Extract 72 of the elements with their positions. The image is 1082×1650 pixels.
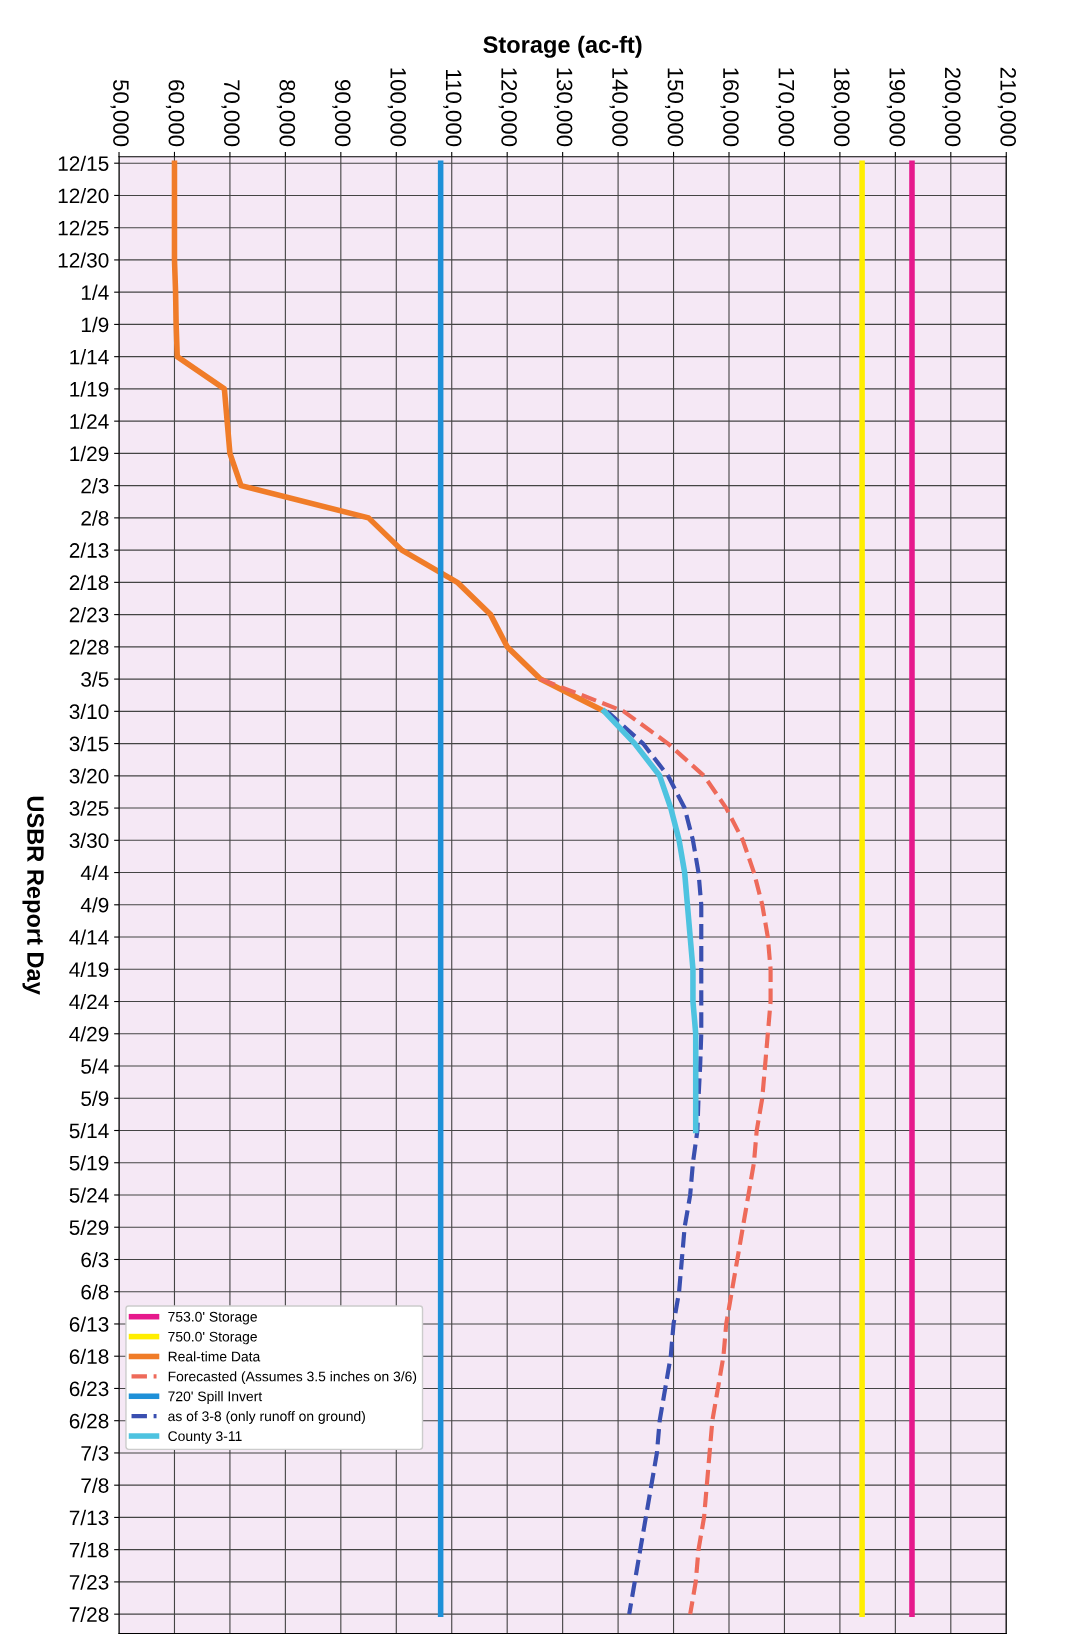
x-tick-label: 130,000 xyxy=(554,68,573,147)
y-tick-label: 1/9 xyxy=(81,316,109,333)
y-tick-label: 2/8 xyxy=(81,510,109,526)
y-tick-label: 7/8 xyxy=(81,1477,109,1493)
y-tick-label: 5/29 xyxy=(69,1219,109,1235)
x-tick-label: 210,000 xyxy=(997,67,1017,147)
y-tick-label: 5/19 xyxy=(69,1155,109,1171)
y-tick-label: 6/23 xyxy=(69,1380,109,1397)
x-tick-label: 80,000 xyxy=(276,80,296,147)
legend-label: Forecasted (Assumes 3.5 inches on 3/6) xyxy=(168,1371,417,1385)
x-tick-label: 110,000 xyxy=(443,70,462,147)
x-tick-label: 90,000 xyxy=(332,80,351,147)
x-tick-label: 50,000 xyxy=(110,79,129,147)
x-tick-label: 200,000 xyxy=(942,67,961,147)
y-tick-label: 3/5 xyxy=(81,671,109,687)
x-tick-label: 170,000 xyxy=(775,68,795,147)
y-tick-label: 12/20 xyxy=(58,187,109,204)
x-tick-label: 60,000 xyxy=(165,80,185,147)
legend-label: 753.0' Storage xyxy=(168,1311,257,1325)
y-tick-label: 6/8 xyxy=(81,1284,109,1300)
y-tick-label: 7/23 xyxy=(69,1574,109,1590)
y-tick-label: 2/13 xyxy=(69,542,109,558)
x-tick-label: 140,000 xyxy=(609,68,628,147)
x-tick-label: 190,000 xyxy=(886,68,906,147)
y-tick-label: 12/30 xyxy=(58,252,109,268)
y-tick-label: 1/24 xyxy=(70,413,109,429)
y-tick-label: 2/3 xyxy=(81,478,109,494)
y-tick-label: 7/13 xyxy=(69,1509,109,1526)
y-tick-label: 5/24 xyxy=(69,1187,109,1203)
y-tick-label: 3/30 xyxy=(69,832,109,849)
x-tick-label: 160,000 xyxy=(720,68,739,147)
y-tick-label: 5/14 xyxy=(69,1122,109,1139)
x-tick-label: 70,000 xyxy=(221,80,240,147)
y-tick-label: 3/20 xyxy=(69,768,109,784)
y-tick-label: 3/25 xyxy=(69,800,109,816)
y-tick-label: 12/25 xyxy=(58,220,109,236)
y-tick-label: 3/15 xyxy=(69,736,109,752)
y-tick-label: 1/19 xyxy=(70,381,109,397)
y-tick-label: 2/23 xyxy=(69,607,109,623)
y-tick-label: 4/4 xyxy=(80,865,109,881)
y-tick-label: 5/9 xyxy=(81,1090,109,1107)
y-tick-label: 6/28 xyxy=(69,1413,109,1429)
y-tick-label: 4/29 xyxy=(69,1026,109,1042)
y-tick-label: 6/18 xyxy=(69,1348,109,1364)
x-tick-label: 100,000 xyxy=(387,68,407,147)
legend-label: as of 3-8 (only runoff on ground) xyxy=(168,1410,365,1424)
y-tick-label: 4/9 xyxy=(80,897,109,913)
y-tick-label: 2/18 xyxy=(69,574,109,591)
legend-label: Real-time Data xyxy=(168,1351,261,1362)
y-axis-title: USBR Report Day xyxy=(22,796,44,995)
x-axis-title: Storage (ac-ft) xyxy=(483,35,642,58)
legend-label: 720' Spill Invert xyxy=(168,1391,263,1405)
y-tick-label: 7/18 xyxy=(69,1542,109,1558)
y-tick-label: 6/13 xyxy=(69,1316,109,1332)
legend-label: County 3-11 xyxy=(168,1431,242,1444)
y-tick-label: 12/15 xyxy=(58,155,109,171)
x-tick-label: 120,000 xyxy=(498,68,517,147)
x-tick-label: 180,000 xyxy=(831,68,850,147)
y-tick-label: 1/29 xyxy=(70,445,109,462)
y-tick-label: 4/14 xyxy=(69,929,109,945)
y-tick-label: 7/28 xyxy=(69,1606,109,1622)
y-tick-label: 3/10 xyxy=(69,703,109,720)
y-tick-label: 4/19 xyxy=(69,961,109,978)
y-tick-label: 7/3 xyxy=(81,1445,109,1461)
y-tick-label: 6/3 xyxy=(81,1251,109,1268)
legend-label: 750.0' Storage xyxy=(168,1331,257,1345)
y-tick-label: 4/24 xyxy=(69,993,109,1010)
y-tick-label: 2/28 xyxy=(69,639,109,655)
y-tick-label: 5/4 xyxy=(81,1058,109,1074)
y-tick-label: 1/4 xyxy=(81,284,109,300)
x-tick-label: 150,000 xyxy=(664,68,684,147)
y-tick-label: 1/14 xyxy=(70,349,109,365)
